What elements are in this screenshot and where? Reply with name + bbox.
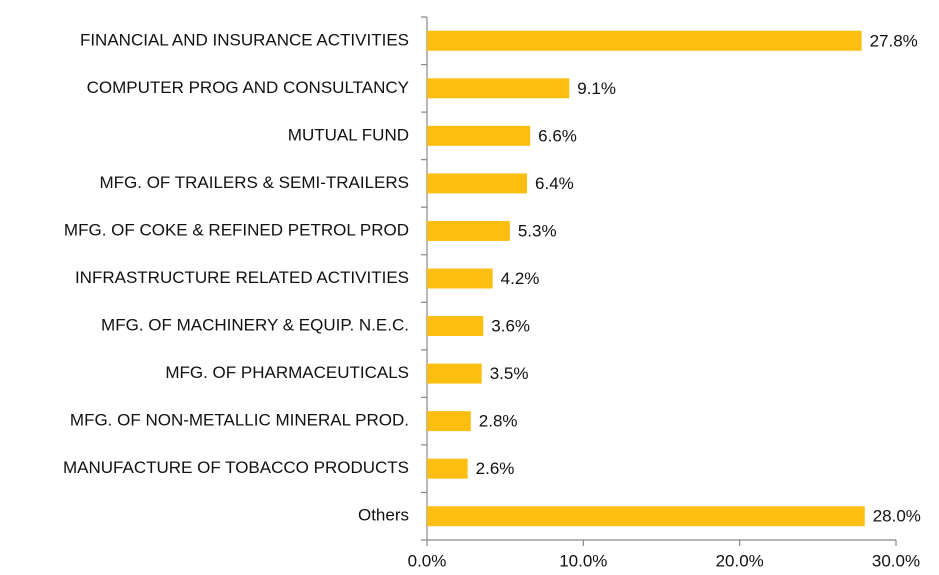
- value-label: 28.0%: [873, 507, 921, 526]
- y-tick-label: MUTUAL FUND: [288, 125, 409, 144]
- value-label: 6.4%: [535, 174, 574, 193]
- bar: [427, 30, 862, 51]
- value-label: 2.6%: [476, 459, 515, 478]
- bar: [427, 458, 468, 479]
- bar: [427, 78, 570, 99]
- y-tick-label: MFG. OF TRAILERS & SEMI-TRAILERS: [99, 173, 409, 192]
- bar: [427, 506, 865, 527]
- y-tick-label: MFG. OF PHARMACEUTICALS: [165, 363, 409, 382]
- bar: [427, 363, 482, 384]
- y-tick-label: MANUFACTURE OF TOBACCO PRODUCTS: [63, 458, 409, 477]
- x-tick-label: 0.0%: [408, 551, 447, 570]
- value-label: 9.1%: [577, 79, 616, 98]
- y-tick-label: MFG. OF COKE & REFINED PETROL PROD: [64, 220, 409, 239]
- value-label: 6.6%: [538, 126, 577, 145]
- x-tick-label: 30.0%: [872, 551, 920, 570]
- bar: [427, 316, 484, 337]
- x-tick-label: 10.0%: [559, 551, 607, 570]
- value-label: 3.5%: [490, 364, 529, 383]
- y-tick-label: INFRASTRUCTURE RELATED ACTIVITIES: [75, 268, 409, 287]
- bar: [427, 173, 528, 194]
- value-label: 3.6%: [491, 317, 530, 336]
- value-label: 27.8%: [870, 31, 918, 50]
- value-label: 2.8%: [479, 412, 518, 431]
- x-tick-label: 20.0%: [716, 551, 764, 570]
- y-tick-label: MFG. OF NON-METALLIC MINERAL PROD.: [70, 411, 409, 430]
- y-tick-label: MFG. OF MACHINERY & EQUIP. N.E.C.: [101, 316, 409, 335]
- value-label: 5.3%: [518, 221, 557, 240]
- bar: [427, 220, 510, 241]
- y-tick-label: Others: [358, 506, 409, 525]
- value-label: 4.2%: [501, 269, 540, 288]
- y-tick-label: COMPUTER PROG AND CONSULTANCY: [87, 78, 409, 97]
- bar: [427, 411, 471, 432]
- y-tick-label: FINANCIAL AND INSURANCE ACTIVITIES: [80, 30, 409, 49]
- bar: [427, 268, 493, 289]
- bar: [427, 125, 531, 146]
